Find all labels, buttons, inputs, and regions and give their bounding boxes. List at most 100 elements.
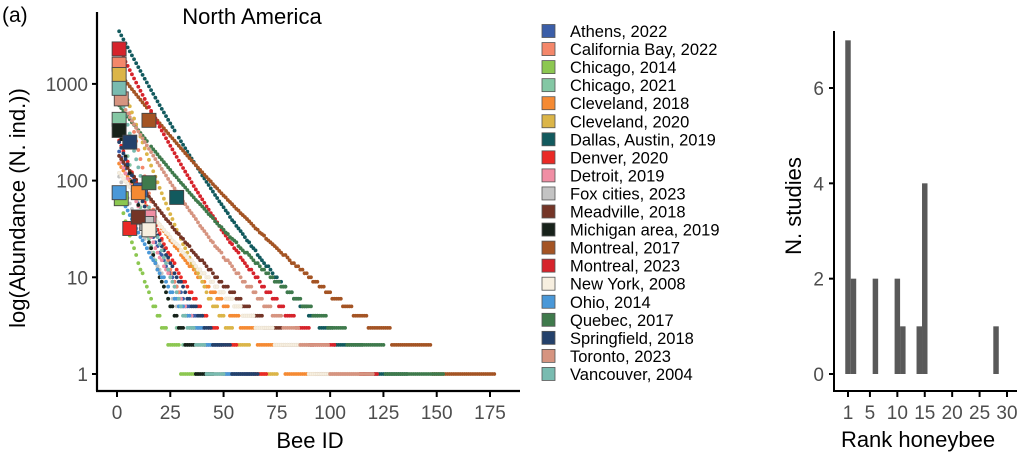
- species-point: [242, 279, 247, 284]
- species-point: [176, 158, 181, 163]
- species-point: [136, 230, 141, 235]
- legend-label: Athens, 2022: [570, 23, 667, 41]
- species-point: [123, 107, 128, 112]
- species-point: [166, 140, 171, 144]
- species-point: [296, 325, 301, 330]
- species-point: [123, 154, 128, 159]
- species-point: [257, 279, 262, 284]
- species-point: [204, 290, 209, 295]
- species-point: [219, 279, 224, 284]
- species-point: [441, 372, 446, 376]
- species-point: [268, 304, 273, 309]
- species-point: [230, 242, 234, 247]
- species-point: [164, 114, 168, 119]
- species-point: [176, 232, 181, 236]
- rank-abundance-plot: North America 1 10 100 1000 0 25 50 75 100 125 15…: [5, 4, 520, 453]
- histogram-bar: [872, 278, 879, 374]
- species-point: [142, 146, 147, 151]
- left-y-tick-label: 10: [67, 268, 88, 289]
- species-point: [221, 313, 226, 318]
- species-point: [187, 176, 192, 181]
- species-point: [166, 296, 171, 301]
- legend-item: Detroit, 2019: [541, 167, 664, 185]
- legend-item: Michigan area, 2019: [541, 222, 720, 240]
- species-point: [170, 290, 175, 295]
- species-point: [191, 261, 196, 266]
- honeybee-marker: [122, 134, 138, 150]
- legend-item: Dallas, Austin, 2019: [541, 131, 716, 149]
- species-point: [187, 296, 192, 301]
- species-point: [170, 225, 175, 230]
- species-point: [193, 264, 198, 269]
- species-point: [219, 202, 224, 207]
- species-point: [225, 284, 230, 289]
- species-point: [202, 342, 207, 347]
- species-point: [132, 122, 136, 127]
- legend-item: Chicago, 2021: [541, 77, 676, 95]
- species-point: [191, 184, 196, 188]
- species-point: [138, 97, 143, 102]
- legend-label: Fox cities, 2023: [570, 185, 686, 203]
- legend-item: Montreal, 2017: [541, 240, 680, 258]
- species-point: [221, 255, 226, 260]
- species-point: [200, 226, 205, 231]
- legend-label: Cleveland, 2018: [570, 95, 689, 113]
- species-point: [149, 163, 154, 168]
- species-point: [155, 267, 160, 272]
- species-point: [202, 261, 207, 266]
- species-point: [144, 80, 149, 85]
- species-point: [247, 240, 252, 245]
- species-point: [198, 267, 203, 272]
- species-point: [159, 211, 164, 216]
- species-point: [238, 229, 243, 234]
- honeybee-marker: [111, 185, 127, 201]
- legend-item: Fox cities, 2023: [541, 185, 686, 203]
- species-point: [161, 196, 166, 201]
- species-point: [159, 157, 164, 162]
- species-point: [202, 271, 207, 276]
- species-point: [215, 325, 220, 330]
- species-point: [187, 208, 192, 213]
- legend-item: Denver, 2020: [541, 149, 668, 167]
- species-point: [130, 110, 134, 115]
- right-y-tick-label: 0: [813, 365, 824, 386]
- species-point: [309, 275, 313, 280]
- species-point: [219, 225, 224, 230]
- species-point: [198, 224, 203, 228]
- legend-item: Cleveland, 2018: [541, 95, 689, 113]
- species-point: [225, 211, 230, 216]
- species-point: [140, 238, 145, 243]
- species-point: [225, 232, 230, 236]
- species-point: [196, 271, 200, 276]
- species-point: [117, 154, 122, 158]
- species-point: [161, 227, 166, 232]
- species-point: [164, 261, 168, 266]
- species-point: [125, 166, 130, 170]
- species-point: [159, 248, 164, 253]
- legend-swatch: [541, 294, 556, 309]
- species-point: [147, 157, 151, 162]
- species-point: [132, 129, 136, 134]
- species-point: [283, 284, 288, 289]
- species-point: [228, 261, 232, 266]
- right-y-ticks: 0 2 4 6: [813, 79, 834, 386]
- histogram-bar: [922, 183, 928, 374]
- curve-dallas-austin-2019: [117, 29, 409, 376]
- species-point: [144, 284, 149, 289]
- species-point: [306, 325, 311, 330]
- species-point: [153, 95, 158, 100]
- species-point: [238, 304, 243, 309]
- species-point: [121, 160, 126, 164]
- species-point: [215, 186, 220, 191]
- species-point: [200, 258, 205, 263]
- species-point: [136, 203, 141, 207]
- species-point: [119, 137, 124, 142]
- species-point: [117, 149, 122, 154]
- species-point: [255, 227, 260, 232]
- species-point: [213, 290, 217, 295]
- species-point: [349, 304, 354, 309]
- legend-swatch: [541, 367, 556, 381]
- left-x-tick-label: 0: [112, 403, 123, 424]
- species-point: [236, 208, 241, 213]
